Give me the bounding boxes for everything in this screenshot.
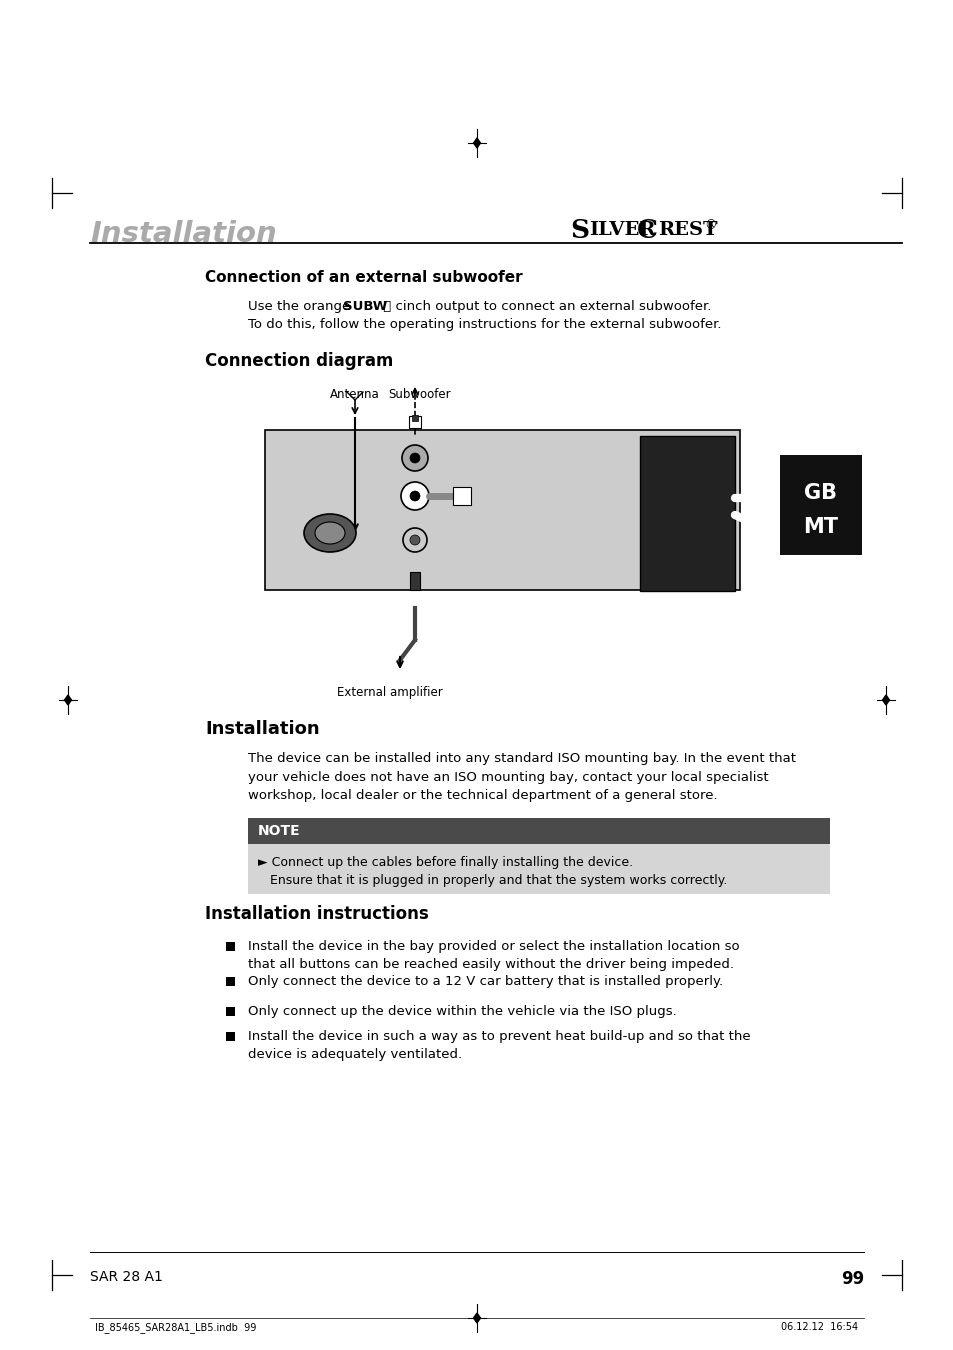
Text: ⓐ cinch output to connect an external subwoofer.: ⓐ cinch output to connect an external su… [378, 300, 711, 313]
Text: Antenna: Antenna [330, 387, 379, 401]
Text: Use the orange: Use the orange [248, 300, 355, 313]
Text: 06.12.12  16:54: 06.12.12 16:54 [781, 1322, 857, 1332]
Bar [412, 414, 417, 421]
Text: Subwoofer: Subwoofer [388, 387, 451, 401]
Text: Installation: Installation [205, 720, 319, 738]
Bar [226, 1007, 234, 1017]
Text: Only connect up the device within the vehicle via the ISO plugs.: Only connect up the device within the ve… [248, 1004, 676, 1018]
Text: 99: 99 [840, 1270, 863, 1288]
Bar [265, 431, 740, 590]
Bar [248, 818, 829, 844]
Bar [780, 455, 862, 555]
Polygon shape [882, 695, 888, 705]
Circle shape [410, 454, 419, 463]
Text: Installation: Installation [90, 220, 276, 248]
Circle shape [410, 491, 419, 501]
Text: Ensure that it is plugged in properly and that the system works correctly.: Ensure that it is plugged in properly an… [257, 873, 726, 887]
Circle shape [401, 446, 428, 471]
Text: SUBW: SUBW [343, 300, 387, 313]
Text: Install the device in such a way as to prevent heat build-up and so that the
dev: Install the device in such a way as to p… [248, 1030, 750, 1061]
Text: ILVER: ILVER [589, 221, 655, 239]
Polygon shape [473, 1314, 480, 1323]
Bar [248, 844, 829, 894]
Text: External amplifier: External amplifier [336, 686, 442, 699]
Ellipse shape [304, 514, 355, 552]
Text: S: S [569, 217, 589, 243]
Text: NOTE: NOTE [257, 824, 300, 838]
Text: REST: REST [658, 221, 717, 239]
Text: ► Connect up the cables before finally installing the device.: ► Connect up the cables before finally i… [257, 856, 633, 869]
Text: To do this, follow the operating instructions for the external subwoofer.: To do this, follow the operating instruc… [248, 319, 720, 331]
Circle shape [400, 482, 429, 510]
Polygon shape [473, 138, 480, 148]
Circle shape [410, 535, 419, 545]
Text: Connection of an external subwoofer: Connection of an external subwoofer [205, 270, 522, 285]
Text: Install the device in the bay provided or select the installation location so
th: Install the device in the bay provided o… [248, 940, 739, 971]
Text: SAR 28 A1: SAR 28 A1 [90, 1270, 163, 1284]
Bar [226, 1031, 234, 1041]
Text: Connection diagram: Connection diagram [205, 352, 393, 370]
Text: ISO B: ISO B [794, 491, 826, 505]
Ellipse shape [314, 522, 345, 544]
Circle shape [402, 528, 427, 552]
Text: GB: GB [803, 483, 837, 504]
Bar [226, 977, 234, 986]
Bar [226, 942, 234, 950]
Text: ®: ® [703, 219, 716, 232]
Text: MT: MT [802, 517, 838, 537]
Bar [410, 572, 419, 590]
Bar [639, 436, 734, 591]
Bar [453, 487, 471, 505]
Text: Installation instructions: Installation instructions [205, 904, 428, 923]
Text: Only connect the device to a 12 V car battery that is installed properly.: Only connect the device to a 12 V car ba… [248, 975, 722, 988]
Text: C: C [637, 217, 658, 243]
Text: The device can be installed into any standard ISO mounting bay. In the event tha: The device can be installed into any sta… [248, 752, 795, 802]
Polygon shape [65, 695, 71, 705]
Text: IB_85465_SAR28A1_LB5.indb  99: IB_85465_SAR28A1_LB5.indb 99 [95, 1322, 256, 1332]
Bar [409, 416, 420, 428]
Text: ISO A: ISO A [794, 533, 826, 547]
